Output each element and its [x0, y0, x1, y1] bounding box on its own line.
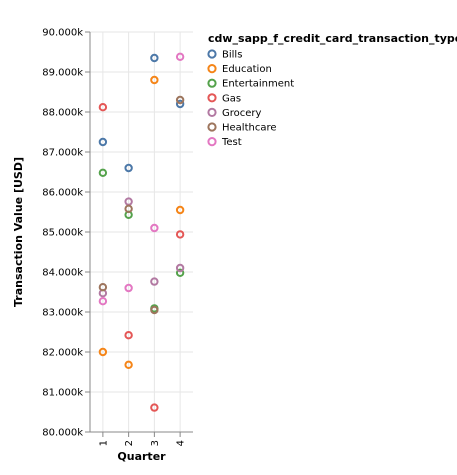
y-tick-label: 86.000k [42, 188, 83, 199]
y-tick-label: 88.000k [42, 108, 83, 119]
legend-symbol [207, 64, 217, 74]
data-point [98, 347, 108, 357]
data-point [150, 53, 159, 63]
legend-label: Healthcare [222, 123, 277, 134]
data-point [124, 163, 133, 173]
legend-symbol [207, 122, 217, 132]
data-point [98, 137, 108, 147]
y-tick-label: 81.000k [42, 388, 83, 399]
data-point [175, 263, 185, 273]
data-point [175, 52, 185, 61]
data-point [124, 360, 133, 369]
data-point [175, 205, 185, 215]
legend-label: Grocery [222, 108, 262, 119]
data-point [150, 403, 159, 412]
legend-label: Gas [222, 93, 241, 104]
y-tick-label: 84.000k [42, 268, 83, 279]
legend-label: Entertainment [222, 79, 294, 90]
data-point [98, 168, 108, 178]
x-tick-label: 1 [98, 440, 109, 446]
data-point [150, 277, 159, 286]
data-point [150, 75, 159, 85]
legend-label: Test [221, 137, 242, 148]
y-tick-label: 83.000k [42, 308, 83, 319]
legend-symbol [207, 78, 217, 88]
y-tick-label: 80.000k [42, 428, 83, 439]
legend-symbol [207, 137, 217, 147]
data-point [175, 230, 185, 239]
data-point [124, 331, 133, 340]
axes: 80.000k 81.000k 82.000k 83.000k 84.000k 85.00… [42, 28, 193, 446]
y-tick-label: 85.000k [42, 228, 83, 239]
legend-symbol [207, 93, 217, 103]
y-tick-label: 82.000k [42, 348, 83, 359]
data-point [150, 305, 159, 315]
y-tick-label: 87.000k [42, 148, 83, 159]
y-tick-label: 89.000k [42, 68, 83, 79]
data-point [98, 283, 108, 292]
data-point [124, 283, 133, 293]
legend-title: cdw_sapp_f_credit_card_transaction_type [208, 32, 457, 45]
data-point [175, 99, 185, 109]
legend-symbol [207, 49, 217, 59]
legend-symbol [207, 107, 217, 118]
y-axis-title: Transaction Value [USD] [12, 157, 25, 307]
x-tick-label: 3 [150, 440, 161, 446]
data-point [175, 268, 185, 277]
data-point [98, 103, 108, 112]
data-point [124, 204, 133, 214]
x-tick-label: 2 [124, 440, 135, 446]
x-tick-label: 4 [176, 440, 187, 446]
data-point [150, 223, 159, 233]
legend-label: Bills [222, 50, 242, 61]
data-point [175, 95, 185, 105]
x-axis-title: Quarter [117, 450, 166, 463]
legend-label: Education [222, 64, 272, 75]
legend: cdw_sapp_f_credit_card_transaction_type … [207, 32, 457, 148]
data-points [98, 52, 185, 412]
data-point [98, 297, 108, 306]
y-tick-label: 90.000k [42, 28, 83, 39]
